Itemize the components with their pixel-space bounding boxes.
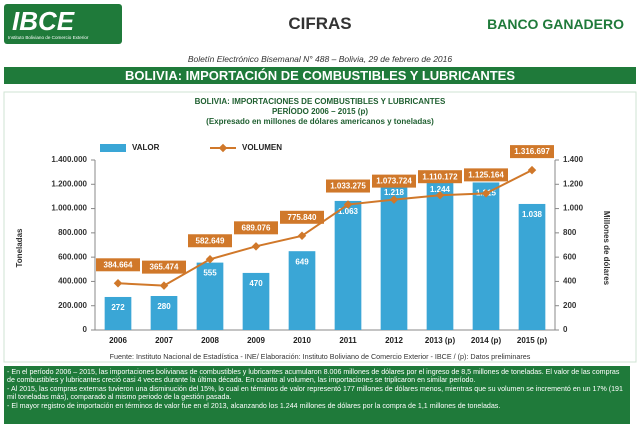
bar-label: 1.244: [430, 185, 451, 194]
line-label: 689.076: [242, 223, 271, 232]
notes-box: - En el período 2006 – 2015, las importa…: [4, 366, 630, 424]
legend-swatch: [100, 144, 126, 152]
x-tick-label: 2011: [339, 336, 357, 345]
bar-label: 280: [157, 302, 171, 311]
label-box: [280, 210, 324, 224]
chart: BOLIVIA: IMPORTACIONES DE COMBUSTIBLES Y…: [3, 91, 637, 363]
legend-label: VOLUMEN: [242, 143, 282, 152]
bar-label: 555: [203, 269, 217, 278]
logo-subtitle: Instituto Boliviano de Comercio Exterior: [8, 35, 89, 40]
bar-label: 1.063: [338, 207, 359, 216]
y2-axis-label: Millones de dólares: [602, 211, 611, 286]
label-box: [96, 258, 140, 272]
y-tick-label: 800.000: [58, 228, 87, 237]
label-box: [464, 168, 508, 182]
x-tick-label: 2010: [293, 336, 311, 345]
logo: IBCE: [12, 6, 75, 36]
logo-box: [4, 4, 122, 44]
marker: [435, 190, 445, 200]
bar: [288, 251, 316, 330]
source: Fuente: Instituto Nacional de Estadístic…: [110, 352, 531, 361]
line-label: 365.474: [150, 263, 179, 272]
line-label: 775.840: [288, 213, 317, 222]
bar: [104, 296, 132, 330]
sponsor: BANCO GANADERO: [487, 16, 624, 32]
section: CIFRAS: [288, 14, 352, 33]
marker: [113, 279, 123, 288]
y-tick-label: 1.200.000: [51, 179, 87, 188]
y-tick-label: 400.000: [58, 277, 87, 286]
chart-subtitle: PERÍODO 2006 – 2015 (p): [272, 107, 368, 116]
bar-label: 1.038: [522, 210, 543, 219]
y2-tick-label: 1.200: [563, 179, 584, 188]
bar: [242, 272, 270, 330]
bar-label: 649: [295, 257, 309, 266]
label-box: [326, 179, 370, 193]
bulletin: Boletín Electrónico Bisemanal N° 488 – B…: [187, 54, 453, 64]
bar: [472, 182, 500, 330]
marker: [389, 195, 399, 204]
y2-tick-label: 200: [563, 301, 577, 310]
line-label: 384.664: [104, 260, 133, 269]
marker: [297, 231, 307, 241]
x-tick-label: 2012: [385, 336, 403, 345]
y-tick-label: 1.000.000: [51, 204, 87, 213]
label-box: [188, 234, 232, 248]
title-bar: BOLIVIA: IMPORTACIÓN DE COMBUSTIBLES Y L…: [4, 67, 636, 84]
line: [117, 169, 533, 287]
chart-note: (Expresado en millones de dólares americ…: [206, 117, 434, 126]
label-box: [142, 260, 186, 274]
bar: [518, 203, 546, 330]
bar-label: 1.218: [384, 188, 405, 197]
x-tick-label: 2009: [247, 336, 265, 345]
marker: [343, 200, 353, 209]
line-label: 1.110.172: [422, 172, 458, 181]
label-box: [510, 145, 554, 159]
x-tick-label: 2008: [201, 336, 219, 345]
note: - Al 2015, las compras externas tuvieron…: [7, 384, 623, 402]
bar: [380, 182, 408, 330]
x-tick-label: 2015 (p): [517, 336, 548, 345]
label-box: [372, 174, 416, 188]
y-tick-label: 200.000: [58, 301, 87, 310]
x-tick-label: 2013 (p): [425, 336, 456, 345]
line-label: 1.125.164: [468, 170, 504, 179]
y2-tick-label: 1.400: [563, 155, 584, 164]
marker: [481, 189, 491, 198]
y-tick-label: 1.400.000: [51, 155, 87, 164]
y-tick-label: 0: [83, 325, 88, 334]
bar: [426, 178, 454, 330]
marker: [159, 281, 169, 290]
x-tick-label: 2006: [109, 336, 127, 345]
marker: [205, 255, 215, 264]
line-label: 1.073.724: [376, 177, 412, 186]
bar: [150, 296, 178, 330]
line-label: 1.316.697: [514, 147, 550, 156]
y-axis-label: Toneladas: [15, 228, 24, 268]
legend-label: VALOR: [132, 143, 160, 152]
bar: [196, 262, 224, 330]
line-label: 1.033.275: [330, 182, 366, 191]
y2-tick-label: 1.000: [563, 204, 584, 213]
y-tick-label: 600.000: [58, 252, 87, 261]
bar-label: 272: [111, 303, 125, 312]
note: - En el período 2006 – 2015, las importa…: [7, 368, 620, 385]
label-box: [234, 221, 278, 235]
bar-label: 470: [249, 279, 263, 288]
x-tick-label: 2007: [155, 336, 173, 345]
y2-tick-label: 0: [563, 325, 568, 334]
line-label: 582.649: [196, 236, 225, 245]
chart-title: BOLIVIA: IMPORTACIONES DE COMBUSTIBLES Y…: [195, 97, 446, 106]
note: - El mayor registro de importación en té…: [7, 401, 501, 410]
y2-tick-label: 600: [563, 252, 577, 261]
y2-tick-label: 800: [563, 228, 577, 237]
bar: [334, 200, 362, 330]
marker: [251, 242, 261, 251]
y2-tick-label: 400: [563, 277, 577, 286]
label-box: [418, 170, 462, 184]
x-tick-label: 2014 (p): [471, 336, 502, 345]
